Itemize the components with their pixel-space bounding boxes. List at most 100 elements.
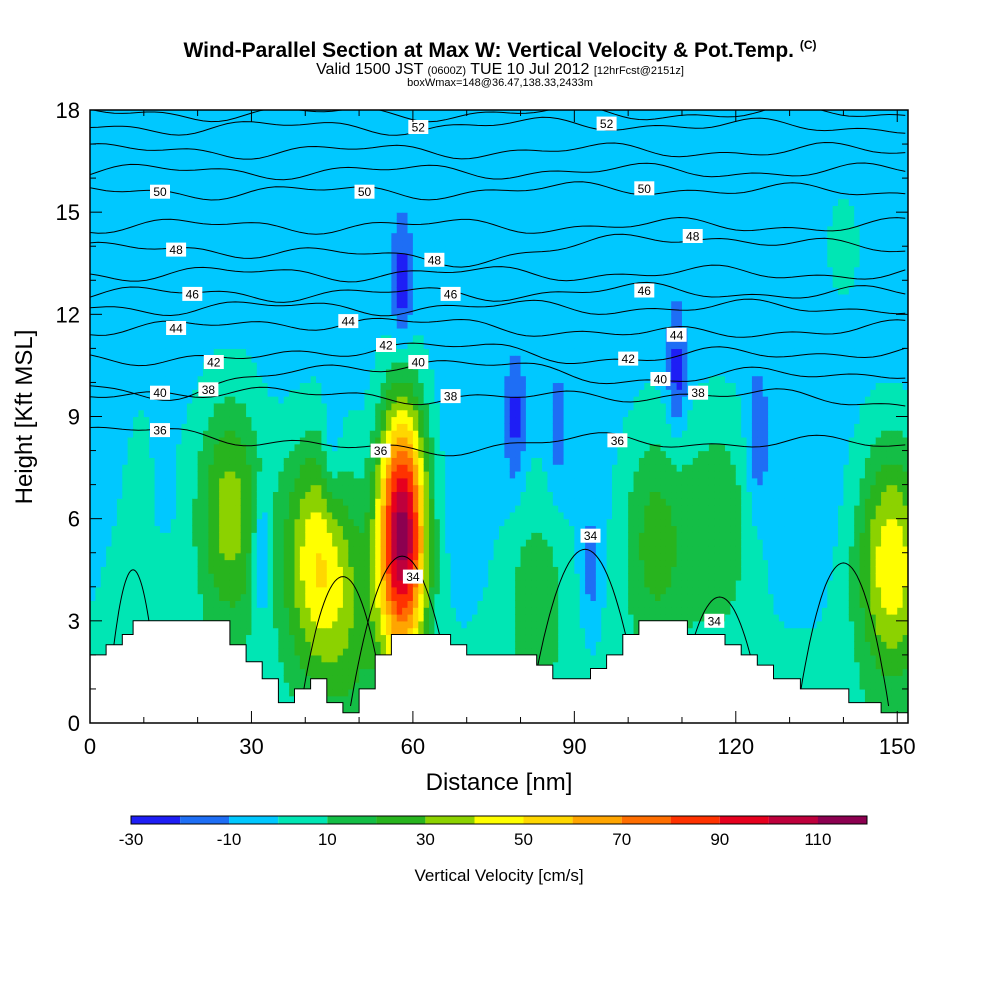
- velocity-cell: [332, 191, 339, 200]
- velocity-cell: [197, 539, 204, 547]
- velocity-cell: [246, 545, 253, 554]
- velocity-cell: [138, 382, 145, 390]
- velocity-cell: [246, 389, 253, 397]
- velocity-cell: [106, 620, 113, 629]
- velocity-cell: [159, 300, 166, 309]
- velocity-cell: [90, 314, 96, 322]
- velocity-cell: [278, 614, 285, 622]
- velocity-cell: [305, 464, 312, 472]
- velocity-cell: [95, 178, 102, 186]
- velocity-cell: [342, 164, 349, 172]
- velocity-cell: [229, 212, 236, 220]
- velocity-cell: [332, 178, 339, 186]
- velocity-cell: [138, 259, 145, 268]
- velocity-cell: [90, 246, 96, 254]
- velocity-cell: [337, 648, 344, 656]
- velocity-cell: [272, 362, 279, 370]
- velocity-cell: [181, 539, 188, 547]
- velocity-cell: [294, 416, 301, 424]
- velocity-cell: [106, 137, 113, 145]
- velocity-cell: [337, 586, 344, 595]
- velocity-cell: [229, 232, 236, 241]
- velocity-cell: [267, 470, 274, 479]
- velocity-cell: [186, 110, 193, 118]
- velocity-cell: [165, 566, 172, 574]
- velocity-cell: [122, 402, 129, 411]
- velocity-cell: [272, 436, 279, 445]
- velocity-cell: [364, 348, 371, 356]
- velocity-cell: [186, 232, 193, 241]
- velocity-cell: [305, 362, 312, 370]
- velocity-cell: [106, 627, 113, 636]
- velocity-cell: [116, 327, 123, 336]
- velocity-cell: [192, 559, 199, 567]
- velocity-cell: [332, 321, 339, 329]
- velocity-cell: [359, 232, 366, 241]
- velocity-cell: [240, 457, 247, 465]
- velocity-cell: [116, 205, 123, 213]
- velocity-cell: [294, 239, 301, 247]
- velocity-cell: [380, 648, 387, 656]
- velocity-cell: [348, 634, 355, 642]
- velocity-cell: [208, 539, 215, 547]
- velocity-cell: [203, 266, 209, 275]
- velocity-cell: [159, 246, 166, 254]
- velocity-cell: [240, 137, 247, 145]
- velocity-cell: [197, 545, 204, 554]
- velocity-cell: [299, 620, 306, 629]
- velocity-cell: [192, 525, 199, 533]
- velocity-cell: [90, 116, 96, 125]
- velocity-cell: [111, 559, 118, 567]
- velocity-cell: [149, 116, 156, 125]
- velocity-cell: [213, 436, 220, 445]
- velocity-cell: [154, 518, 161, 527]
- velocity-cell: [267, 368, 274, 377]
- velocity-cell: [267, 150, 274, 159]
- velocity-cell: [278, 157, 285, 166]
- velocity-cell: [369, 212, 376, 220]
- velocity-cell: [229, 477, 236, 486]
- velocity-cell: [359, 212, 366, 220]
- velocity-cell: [176, 110, 183, 118]
- velocity-cell: [375, 307, 382, 315]
- velocity-cell: [213, 130, 220, 138]
- velocity-cell: [283, 525, 290, 533]
- velocity-cell: [235, 443, 242, 452]
- velocity-cell: [342, 341, 349, 349]
- velocity-cell: [192, 368, 199, 377]
- velocity-cell: [348, 675, 355, 683]
- velocity-cell: [375, 389, 382, 397]
- velocity-cell: [348, 491, 355, 499]
- velocity-cell: [256, 600, 263, 608]
- velocity-cell: [283, 110, 290, 118]
- velocity-cell: [262, 137, 269, 145]
- velocity-cell: [246, 436, 253, 445]
- velocity-cell: [246, 327, 253, 336]
- velocity-cell: [159, 327, 166, 336]
- velocity-cell: [100, 362, 107, 370]
- velocity-cell: [353, 375, 360, 384]
- velocity-cell: [127, 273, 134, 281]
- velocity-cell: [246, 648, 253, 656]
- velocity-cell: [165, 307, 172, 315]
- velocity-cell: [342, 287, 349, 295]
- velocity-cell: [267, 627, 274, 636]
- velocity-cell: [283, 600, 290, 608]
- velocity-cell: [229, 225, 236, 234]
- velocity-cell: [267, 334, 274, 343]
- velocity-cell: [332, 259, 339, 268]
- velocity-cell: [240, 614, 247, 622]
- velocity-cell: [224, 600, 231, 608]
- velocity-cell: [143, 300, 150, 309]
- velocity-cell: [369, 355, 376, 363]
- velocity-cell: [364, 614, 371, 622]
- velocity-cell: [272, 464, 279, 472]
- velocity-cell: [127, 423, 134, 431]
- velocity-cell: [272, 355, 279, 363]
- velocity-cell: [213, 212, 220, 220]
- velocity-cell: [100, 396, 107, 404]
- velocity-cell: [310, 539, 317, 547]
- velocity-cell: [240, 239, 247, 247]
- velocity-cell: [272, 382, 279, 390]
- velocity-cell: [90, 389, 96, 397]
